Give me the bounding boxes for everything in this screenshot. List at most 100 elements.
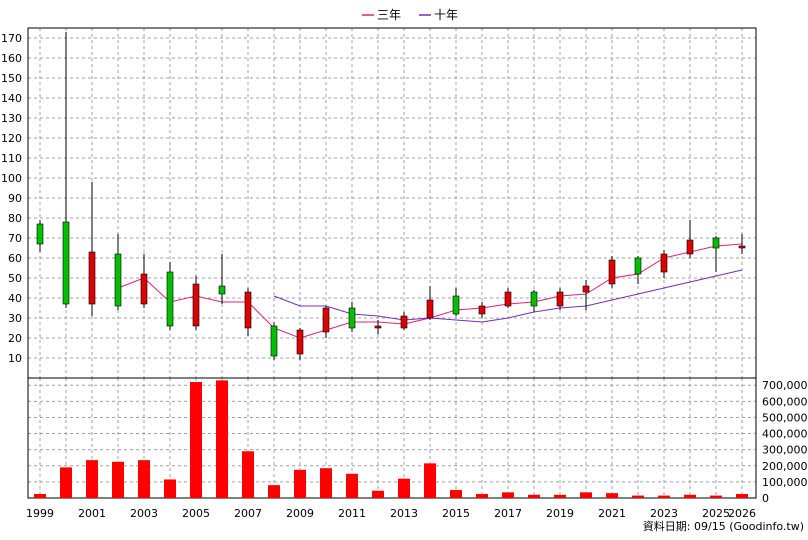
data-date-credit: 資料日期: 09/15 (Goodinfo.tw) bbox=[643, 519, 804, 533]
volume-tick-label: 100,000 bbox=[762, 476, 808, 489]
volume-bar bbox=[632, 495, 644, 498]
price-tick-label: 120 bbox=[1, 132, 22, 145]
candlesticks bbox=[36, 32, 746, 360]
volume-bar bbox=[658, 495, 670, 498]
price-tick-label: 70 bbox=[8, 232, 22, 245]
price-tick-label: 110 bbox=[1, 152, 22, 165]
candle-body bbox=[218, 285, 226, 295]
price-axis: 10 20 30 40 50 60 70 80 90 100 110 120 130 140 150 160 1… bbox=[1, 32, 22, 365]
price-panel-frame bbox=[27, 27, 757, 379]
volume-tick-label: 600,000 bbox=[762, 395, 808, 408]
price-grid bbox=[28, 28, 756, 498]
price-tick-label: 80 bbox=[8, 212, 22, 225]
candle-body bbox=[322, 307, 330, 333]
volume-bar bbox=[450, 489, 462, 498]
candle-body bbox=[374, 325, 382, 329]
candle-body bbox=[244, 291, 252, 329]
volume-bar bbox=[86, 460, 98, 498]
volume-bar bbox=[580, 492, 592, 498]
volume-bar bbox=[268, 485, 280, 498]
volume-bar bbox=[216, 380, 228, 498]
x-tick-label: 2019 bbox=[546, 507, 574, 520]
candle-body bbox=[270, 325, 278, 357]
volume-bar bbox=[346, 473, 358, 498]
price-tick-label: 50 bbox=[8, 272, 22, 285]
volume-bar bbox=[606, 493, 618, 498]
x-tick-label: 2021 bbox=[598, 507, 626, 520]
volume-bar bbox=[34, 493, 46, 498]
volume-grid bbox=[28, 384, 756, 499]
x-tick-label: 2025 bbox=[702, 507, 730, 520]
candle-body bbox=[296, 329, 304, 355]
candle-body bbox=[192, 283, 200, 327]
volume-bar bbox=[424, 463, 436, 498]
candle-body bbox=[530, 291, 538, 307]
candle-body bbox=[400, 315, 408, 329]
candle-body bbox=[608, 259, 616, 285]
volume-axis: 0 100,000 200,000 300,000 400,000 500,000 600,… bbox=[762, 379, 808, 505]
volume-bar bbox=[528, 494, 540, 498]
volume-bar bbox=[190, 382, 202, 498]
candle-body bbox=[582, 285, 590, 293]
candle-body bbox=[88, 251, 96, 305]
legend-label: 三年 bbox=[377, 8, 401, 22]
volume-bar bbox=[164, 479, 176, 498]
x-tick-label: 1999 bbox=[26, 507, 54, 520]
volume-bar bbox=[138, 460, 150, 498]
x-tick-label: 2001 bbox=[78, 507, 106, 520]
volume-bar bbox=[320, 468, 332, 498]
volume-bar bbox=[502, 492, 514, 498]
x-tick-label: 2015 bbox=[442, 507, 470, 520]
price-tick-label: 20 bbox=[8, 332, 22, 345]
price-tick-label: 150 bbox=[1, 72, 22, 85]
candle-body bbox=[36, 223, 44, 245]
x-tick-label: 2003 bbox=[130, 507, 158, 520]
candle-body bbox=[62, 221, 70, 305]
candle-body bbox=[478, 305, 486, 315]
x-tick-label: 2009 bbox=[286, 507, 314, 520]
candle-body bbox=[504, 291, 512, 307]
volume-bar bbox=[476, 493, 488, 498]
volume-tick-label: 0 bbox=[762, 492, 769, 505]
x-tick-label: 2005 bbox=[182, 507, 210, 520]
price-tick-label: 130 bbox=[1, 112, 22, 125]
candle-body bbox=[166, 271, 174, 327]
price-tick-label: 160 bbox=[1, 52, 22, 65]
x-tick-label: 2023 bbox=[650, 507, 678, 520]
x-tick-label: 2011 bbox=[338, 507, 366, 520]
x-tick-label: 2013 bbox=[390, 507, 418, 520]
candle-body bbox=[426, 299, 434, 319]
legend: 三年 十年 bbox=[362, 8, 458, 22]
volume-bar bbox=[710, 495, 722, 498]
candle-body bbox=[140, 273, 148, 305]
volume-bar bbox=[736, 493, 748, 498]
candle-body bbox=[738, 245, 746, 249]
x-tick-label: 2017 bbox=[494, 507, 522, 520]
volume-tick-label: 200,000 bbox=[762, 460, 808, 473]
volume-bar bbox=[684, 494, 696, 498]
candle-body bbox=[686, 239, 694, 255]
price-tick-label: 40 bbox=[8, 292, 22, 305]
price-tick-label: 30 bbox=[8, 312, 22, 325]
legend-label: 十年 bbox=[434, 8, 458, 22]
volume-bar bbox=[554, 494, 566, 498]
price-tick-label: 60 bbox=[8, 252, 22, 265]
volume-tick-label: 500,000 bbox=[762, 411, 808, 424]
volume-tick-label: 700,000 bbox=[762, 379, 808, 392]
volume-bar bbox=[60, 467, 72, 498]
candle-body bbox=[556, 291, 564, 307]
volume-bar bbox=[294, 469, 306, 498]
volume-bars bbox=[34, 380, 748, 498]
price-tick-label: 90 bbox=[8, 192, 22, 205]
x-axis: 1999 2001 2003 2005 2007 2009 2011 2013 2015 2017… bbox=[26, 507, 756, 520]
price-tick-label: 10 bbox=[8, 352, 22, 365]
candle-body bbox=[634, 257, 642, 275]
volume-bar bbox=[242, 451, 254, 498]
volume-bar bbox=[372, 490, 384, 498]
price-tick-label: 170 bbox=[1, 32, 22, 45]
x-tick-label: 2007 bbox=[234, 507, 262, 520]
candle-body bbox=[114, 253, 122, 307]
candle-body bbox=[712, 237, 720, 249]
volume-panel-frame bbox=[27, 377, 757, 499]
